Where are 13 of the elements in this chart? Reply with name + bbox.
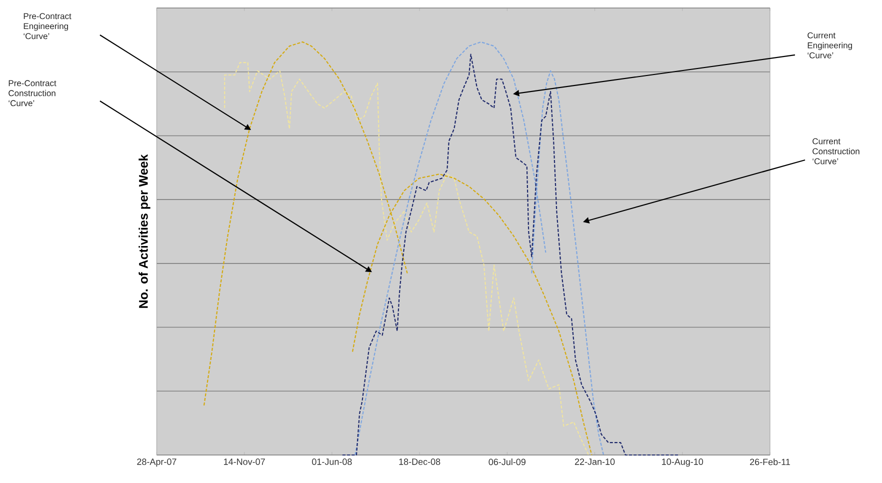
text: Pre-Contract Engineering ‘Curve’ — [24, 13, 72, 40]
x-tick-label: 10-Aug-10 — [662, 458, 704, 467]
x-tick-label: 26-Feb-11 — [750, 458, 790, 466]
text: Current Engineering ‘Curve’ — [808, 32, 852, 58]
x-tick-label: 18-Dec-08 — [399, 458, 440, 465]
text: Pre-Contract Construction ‘Curve’ — [8, 80, 56, 106]
x-tick-label: 28-Apr-07 — [137, 458, 176, 467]
x-tick-label: 01-Jun-08 — [312, 458, 352, 465]
y-axis-title: No. of Activities per Week — [138, 154, 150, 308]
x-tick-label: 22-Jan-10 — [574, 458, 615, 465]
x-tick-label: 06-Jul-09 — [488, 458, 526, 466]
text: Current Construction ‘Curve’ — [812, 138, 860, 164]
x-tick-label: 14-Nov-07 — [224, 458, 265, 465]
